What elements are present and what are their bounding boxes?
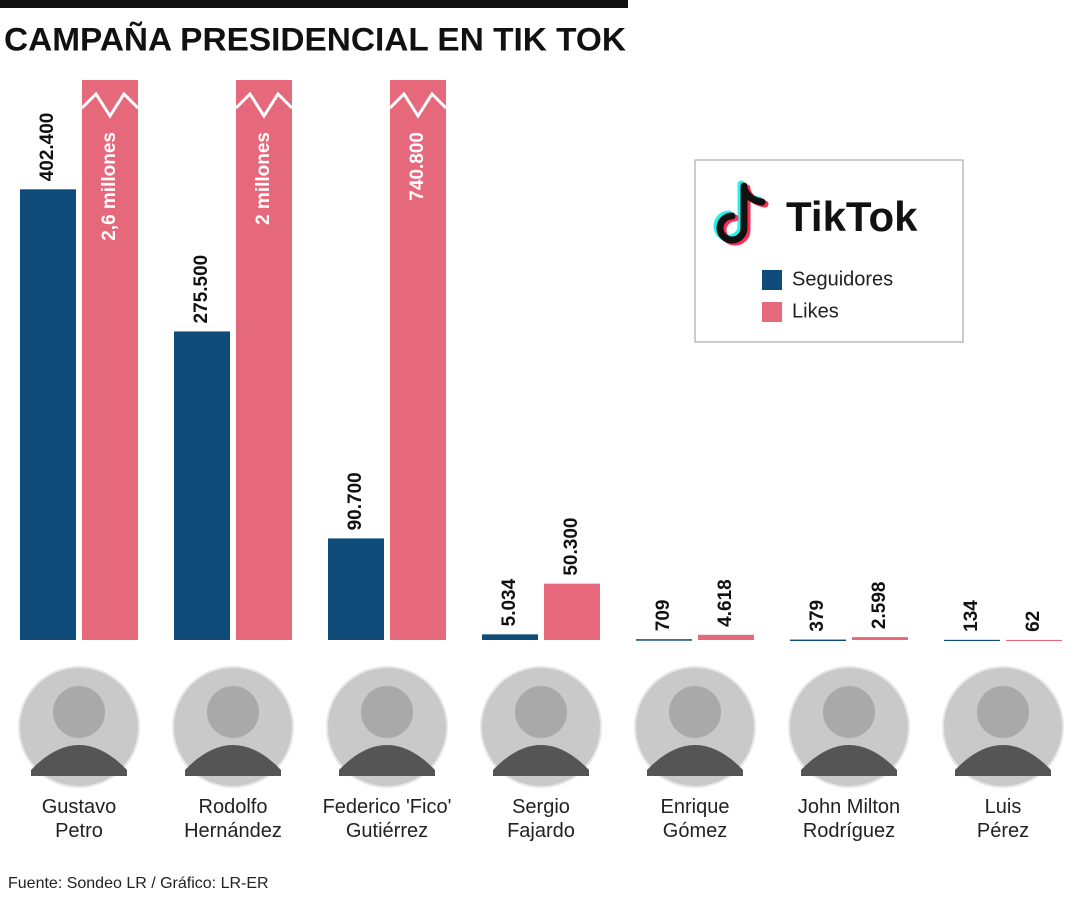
legend-swatch (762, 302, 782, 322)
axis-break (234, 91, 294, 119)
x-tick-line: Luis (985, 796, 1022, 818)
value-label: 4.618 (715, 579, 736, 627)
value-label: 740.800 (407, 132, 428, 201)
bar (852, 637, 908, 640)
legend-swatch (762, 270, 782, 290)
photo-head (515, 686, 567, 738)
bar (544, 583, 600, 640)
chart-title: CAMPAÑA PRESIDENCIAL EN TIK TOK (4, 21, 626, 57)
title-rule (0, 0, 628, 8)
x-tick-label: Sergio Fajardo (507, 796, 575, 842)
axis-break (80, 91, 140, 119)
x-tick-label: Gustavo Petro (42, 796, 116, 842)
photo-head (823, 686, 875, 738)
bar (20, 189, 76, 640)
value-label: 275.500 (191, 255, 212, 324)
axis-break (388, 91, 448, 119)
x-tick-line: Petro (55, 820, 103, 842)
x-tick-label: Luis Pérez (977, 796, 1029, 842)
bar (636, 639, 692, 641)
photo-head (977, 686, 1029, 738)
photo-body (185, 745, 281, 776)
photo-head (53, 686, 105, 738)
photo-head (207, 686, 259, 738)
x-tick-line: Gutiérrez (346, 820, 428, 842)
bar (1006, 639, 1062, 641)
x-tick-line: Fajardo (507, 820, 575, 842)
x-tick-label: Federico 'Fico' Gutiérrez (323, 796, 452, 842)
legend: TikTok (694, 159, 964, 343)
value-label: 50.300 (561, 518, 582, 576)
source: Fuente: Sondeo LR / Gráfico: LR-ER (8, 875, 269, 892)
bar (328, 538, 384, 640)
bar (82, 80, 138, 640)
x-tick-line: Rodríguez (803, 820, 895, 842)
legend-title: TikTok (786, 193, 918, 240)
x-tick-line: Pérez (977, 820, 1029, 842)
x-tick-label: Enrique Gómez (661, 796, 730, 842)
value-label: 402.400 (37, 113, 58, 182)
value-label: 134 (961, 600, 982, 632)
value-label: 62 (1023, 611, 1044, 632)
x-tick-line: Hernández (184, 820, 282, 842)
x-tick-line: Rodolfo (199, 796, 268, 818)
value-label: 2.598 (869, 582, 890, 630)
photo-body (647, 745, 743, 776)
photo-head (361, 686, 413, 738)
photo-body (955, 745, 1051, 776)
bar (790, 639, 846, 641)
photo-head (669, 686, 721, 738)
value-label: 90.700 (345, 472, 366, 530)
photo-body (493, 745, 589, 776)
bar (174, 331, 230, 640)
bar (698, 634, 754, 640)
bar (482, 634, 538, 640)
legend-label: Seguidores (792, 268, 893, 290)
bar (236, 80, 292, 640)
photo-body (339, 745, 435, 776)
x-tick-line: Gustavo (42, 796, 116, 818)
x-tick-label: John Milton Rodríguez (798, 796, 900, 842)
x-tick-line: Gómez (663, 820, 727, 842)
value-label: 379 (807, 600, 828, 632)
value-label: 2 millones (253, 132, 274, 225)
photo-body (801, 745, 897, 776)
value-label: 5.034 (499, 578, 520, 626)
bar (944, 639, 1000, 641)
x-tick-line: John Milton (798, 796, 900, 818)
tiktok-logo (713, 180, 769, 246)
x-tick-line: Enrique (661, 796, 730, 818)
x-tick-line: Federico 'Fico' (323, 796, 452, 818)
bar (390, 80, 446, 640)
x-tick-label: Rodolfo Hernández (184, 796, 282, 842)
value-label: 2,6 millones (99, 132, 120, 241)
value-label: 709 (653, 600, 674, 632)
legend-label: Likes (792, 300, 839, 322)
photo-body (31, 745, 127, 776)
x-tick-line: Sergio (512, 796, 570, 818)
